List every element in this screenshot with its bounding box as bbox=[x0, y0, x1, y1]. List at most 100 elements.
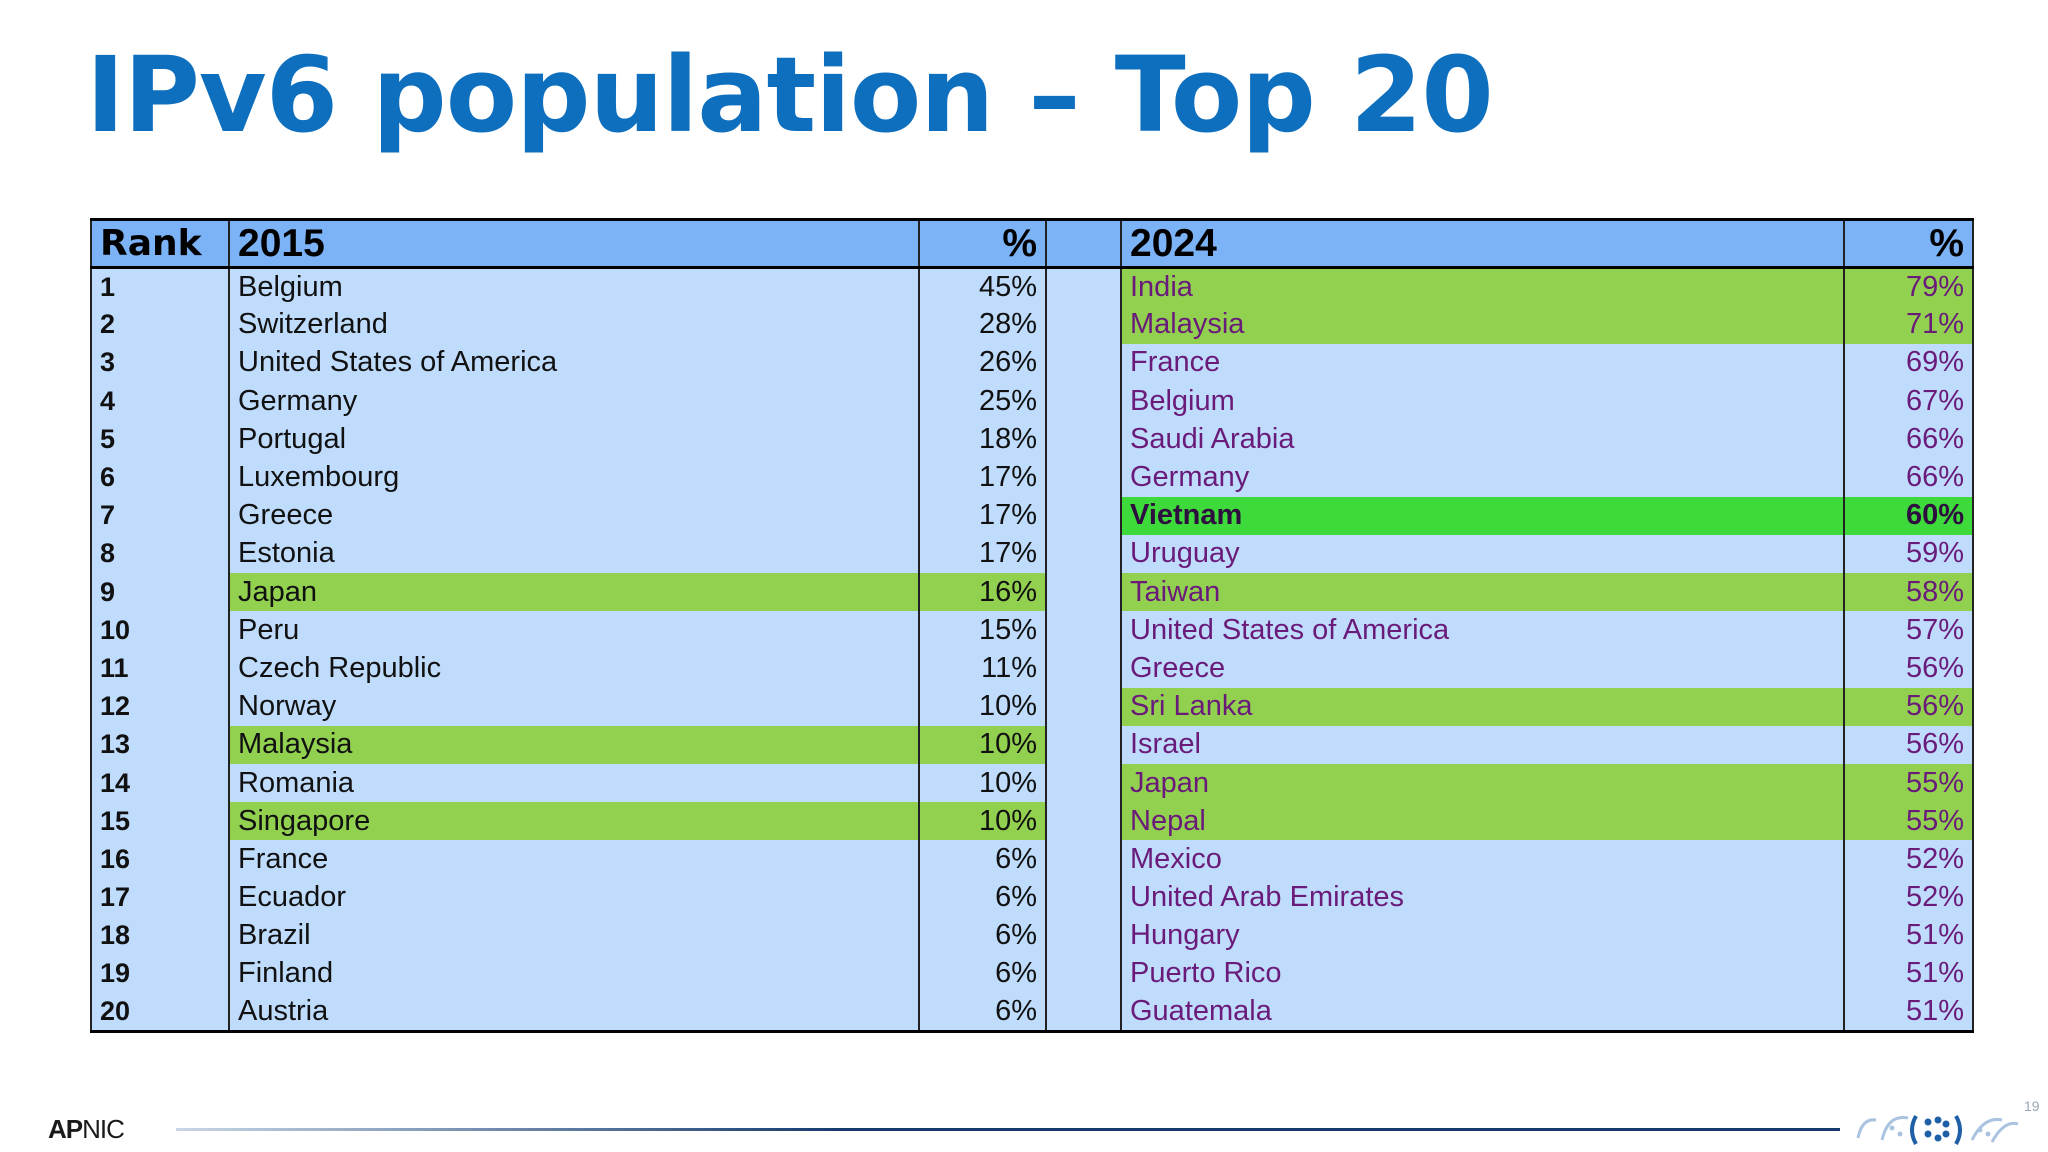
country-2024-cell: Vietnam bbox=[1120, 496, 1845, 535]
country-2024-cell: Saudi Arabia bbox=[1120, 420, 1845, 459]
table-row: 12 Norway 10% Sri Lanka 56% bbox=[90, 687, 1974, 726]
country-2015-cell: Malaysia bbox=[228, 725, 920, 764]
country-2015-cell: France bbox=[228, 840, 920, 879]
table-row: 18 Brazil 6% Hungary 51% bbox=[90, 916, 1974, 955]
pct-2015-cell: 18% bbox=[918, 420, 1047, 459]
country-2024-cell: Sri Lanka bbox=[1120, 687, 1845, 726]
table-row: 1 Belgium 45% India 79% bbox=[90, 267, 1974, 306]
gap-cell bbox=[1045, 878, 1122, 917]
pct-2024-cell: 52% bbox=[1843, 840, 1974, 879]
table-row: 14 Romania 10% Japan 55% bbox=[90, 763, 1974, 803]
table-row: 5 Portugal 18% Saudi Arabia 66% bbox=[90, 420, 1974, 459]
country-2015-cell: Greece bbox=[228, 496, 920, 535]
gap-cell bbox=[1045, 458, 1122, 497]
country-2015-cell: Belgium bbox=[228, 267, 920, 306]
country-2024-cell: Hungary bbox=[1120, 916, 1845, 955]
page-number: 19 bbox=[2024, 1098, 2040, 1114]
pct-2024-cell: 51% bbox=[1843, 916, 1974, 955]
rank-cell: 15 bbox=[90, 802, 230, 841]
gap-cell bbox=[1045, 343, 1122, 383]
rank-cell: 2 bbox=[90, 305, 230, 344]
country-2024-cell: Guatemala bbox=[1120, 993, 1845, 1033]
rank-cell: 18 bbox=[90, 916, 230, 955]
footer-divider bbox=[176, 1128, 1840, 1131]
country-2024-cell: Germany bbox=[1120, 458, 1845, 497]
gap-cell bbox=[1045, 954, 1122, 994]
pct-2024-cell: 79% bbox=[1843, 267, 1974, 306]
table-row: 15 Singapore 10% Nepal 55% bbox=[90, 802, 1974, 841]
country-2015-cell: Luxembourg bbox=[228, 458, 920, 497]
pct-2015-cell: 6% bbox=[918, 993, 1047, 1033]
pct-2015-cell: 17% bbox=[918, 496, 1047, 535]
pct-2015-cell: 6% bbox=[918, 916, 1047, 955]
gap-cell bbox=[1045, 763, 1122, 803]
table-row: 19 Finland 6% Puerto Rico 51% bbox=[90, 954, 1974, 994]
rank-cell: 12 bbox=[90, 687, 230, 726]
country-2024-cell: Malaysia bbox=[1120, 305, 1845, 344]
pct-2015-cell: 15% bbox=[918, 611, 1047, 650]
country-2024-cell: Taiwan bbox=[1120, 573, 1845, 612]
rank-cell: 16 bbox=[90, 840, 230, 879]
pct-2015-cell: 26% bbox=[918, 343, 1047, 383]
table-row: 7 Greece 17% Vietnam 60% bbox=[90, 496, 1974, 535]
gap-cell bbox=[1045, 687, 1122, 726]
table-row: 2 Switzerland 28% Malaysia 71% bbox=[90, 305, 1974, 344]
rank-cell: 5 bbox=[90, 420, 230, 459]
rank-cell: 17 bbox=[90, 878, 230, 917]
pct-2024-cell: 55% bbox=[1843, 802, 1974, 841]
header-year-2015: 2015 bbox=[228, 218, 920, 269]
pct-2015-cell: 45% bbox=[918, 267, 1047, 306]
rank-cell: 11 bbox=[90, 649, 230, 688]
country-2024-cell: Belgium bbox=[1120, 382, 1845, 421]
country-2015-cell: Germany bbox=[228, 382, 920, 421]
table-row: 6 Luxembourg 17% Germany 66% bbox=[90, 458, 1974, 497]
country-2024-cell: United States of America bbox=[1120, 611, 1845, 650]
pct-2024-cell: 57% bbox=[1843, 611, 1974, 650]
pct-2024-cell: 59% bbox=[1843, 534, 1974, 573]
gap-cell bbox=[1045, 420, 1122, 459]
pct-2015-cell: 16% bbox=[918, 573, 1047, 612]
country-2024-cell: Israel bbox=[1120, 725, 1845, 764]
pct-2015-cell: 11% bbox=[918, 649, 1047, 688]
rank-cell: 10 bbox=[90, 611, 230, 650]
pct-2015-cell: 10% bbox=[918, 725, 1047, 764]
pct-2015-cell: 10% bbox=[918, 802, 1047, 841]
table-row: 13 Malaysia 10% Israel 56% bbox=[90, 725, 1974, 764]
rank-cell: 8 bbox=[90, 534, 230, 573]
pct-2024-cell: 56% bbox=[1843, 649, 1974, 688]
pct-2024-cell: 66% bbox=[1843, 458, 1974, 497]
country-2015-cell: Singapore bbox=[228, 802, 920, 841]
table-row: 10 Peru 15% United States of America 57% bbox=[90, 611, 1974, 650]
gap-cell bbox=[1045, 534, 1122, 573]
pct-2024-cell: 55% bbox=[1843, 763, 1974, 803]
country-2015-cell: Czech Republic bbox=[228, 649, 920, 688]
header-rank: Rank bbox=[90, 218, 230, 269]
gap-cell bbox=[1045, 916, 1122, 955]
pct-2024-cell: 71% bbox=[1843, 305, 1974, 344]
country-2024-cell: Nepal bbox=[1120, 802, 1845, 841]
country-2015-cell: Peru bbox=[228, 611, 920, 650]
rank-cell: 13 bbox=[90, 725, 230, 764]
country-2015-cell: Finland bbox=[228, 954, 920, 994]
table-row: 3 United States of America 26% France 69% bbox=[90, 343, 1974, 383]
table-header-row: Rank 2015 % 2024 % bbox=[90, 218, 1974, 269]
country-2024-cell: Puerto Rico bbox=[1120, 954, 1845, 994]
gap-cell bbox=[1045, 382, 1122, 421]
gap-cell bbox=[1045, 840, 1122, 879]
table-row: 8 Estonia 17% Uruguay 59% bbox=[90, 534, 1974, 573]
gap-cell bbox=[1045, 725, 1122, 764]
pct-2024-cell: 58% bbox=[1843, 573, 1974, 612]
header-pct-2015: % bbox=[918, 218, 1047, 269]
pct-2015-cell: 6% bbox=[918, 878, 1047, 917]
rank-cell: 19 bbox=[90, 954, 230, 994]
country-2024-cell: United Arab Emirates bbox=[1120, 878, 1845, 917]
country-2015-cell: Ecuador bbox=[228, 878, 920, 917]
pct-2015-cell: 17% bbox=[918, 458, 1047, 497]
table-row: 9 Japan 16% Taiwan 58% bbox=[90, 573, 1974, 612]
pct-2015-cell: 17% bbox=[918, 534, 1047, 573]
pct-2015-cell: 28% bbox=[918, 305, 1047, 344]
pct-2015-cell: 25% bbox=[918, 382, 1047, 421]
country-2024-cell: India bbox=[1120, 267, 1845, 306]
country-2024-cell: France bbox=[1120, 343, 1845, 383]
country-2015-cell: Romania bbox=[228, 763, 920, 803]
